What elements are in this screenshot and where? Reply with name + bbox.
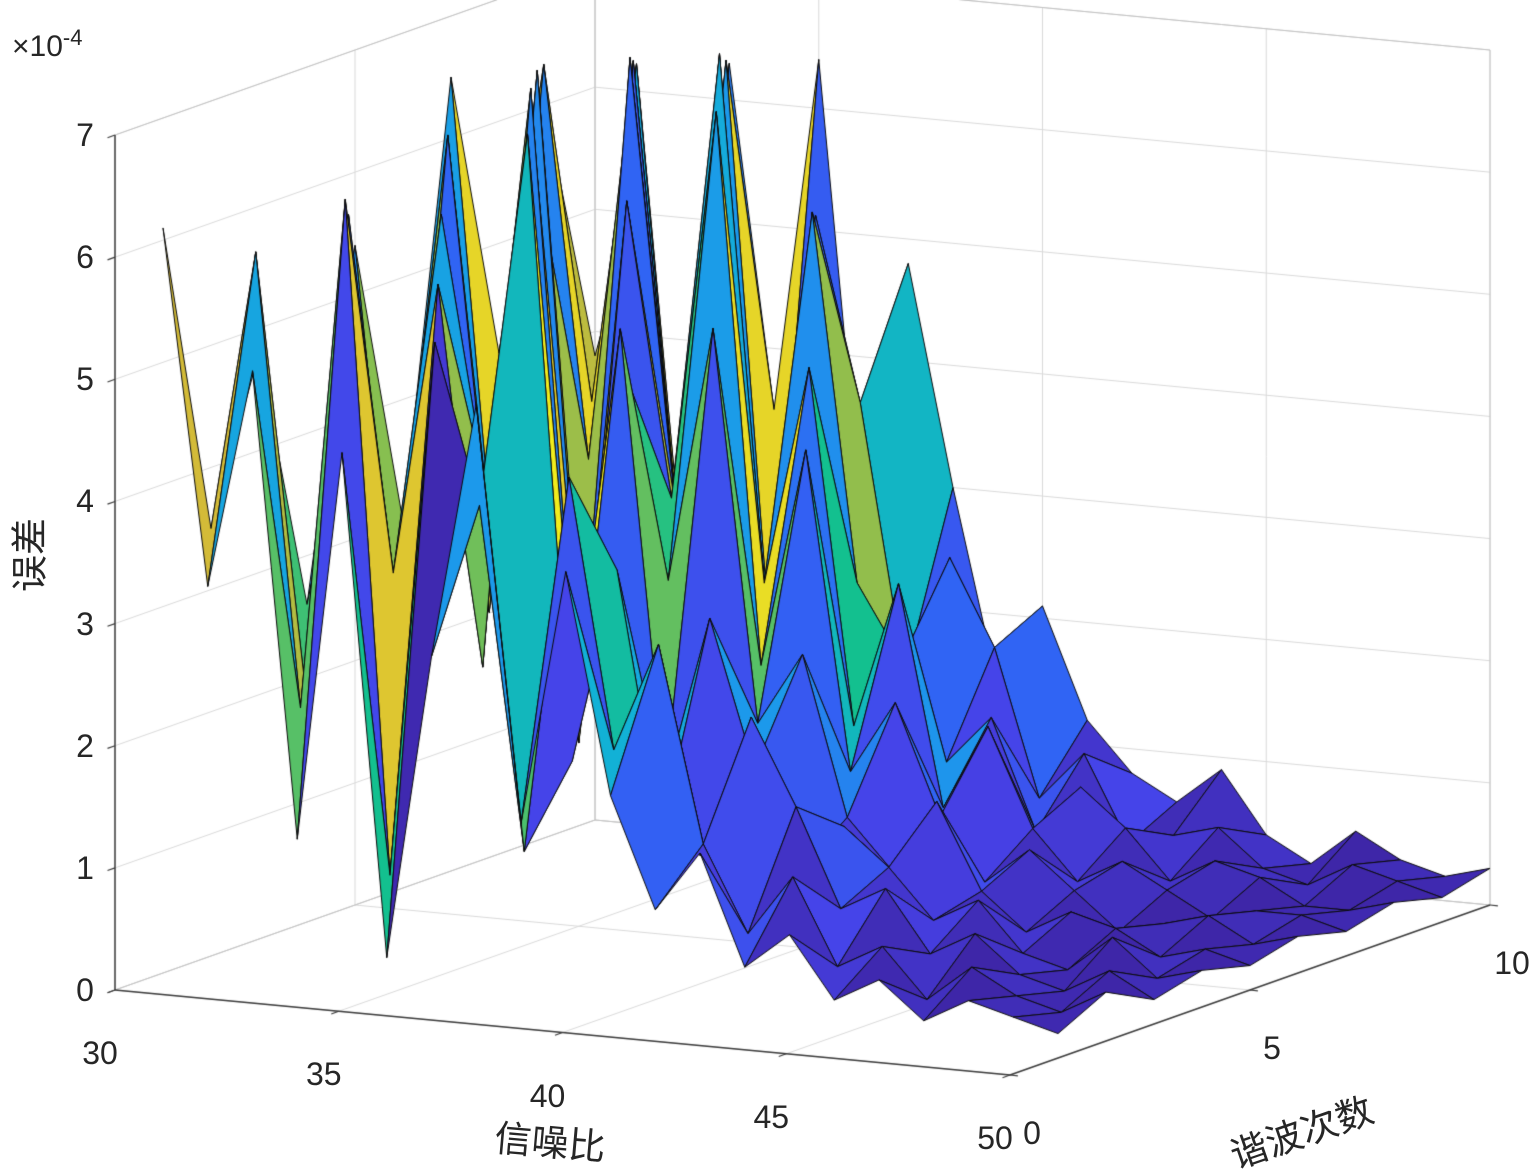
z-tick-label: 0 — [76, 972, 94, 1008]
z-tick-label: 2 — [76, 727, 94, 764]
x-tick-label: 50 — [977, 1120, 1013, 1156]
y-tick-label: 10 — [1494, 945, 1530, 981]
x-tick-label: 45 — [753, 1098, 790, 1135]
z-tick-label: 5 — [76, 361, 94, 398]
z-tick-label: 1 — [76, 849, 94, 886]
x-axis-label: 信噪比 — [492, 1117, 608, 1169]
z-tick-label: 4 — [76, 483, 94, 520]
x-tick-label: 30 — [82, 1035, 118, 1071]
y-tick-label: 0 — [1023, 1115, 1041, 1151]
z-axis-exponent: ×10-4 — [12, 25, 82, 64]
x-tick-label: 40 — [529, 1077, 566, 1114]
y-tick-label: 5 — [1263, 1030, 1281, 1066]
z-axis-label: 误差 — [9, 518, 51, 592]
z-exponent-base: ×10 — [12, 30, 63, 63]
z-exponent-power: -4 — [62, 25, 83, 50]
z-tick-label: 6 — [76, 239, 94, 276]
z-tick-label: 7 — [76, 117, 94, 154]
x-tick-label: 35 — [305, 1056, 342, 1093]
z-tick-label: 3 — [76, 605, 94, 642]
